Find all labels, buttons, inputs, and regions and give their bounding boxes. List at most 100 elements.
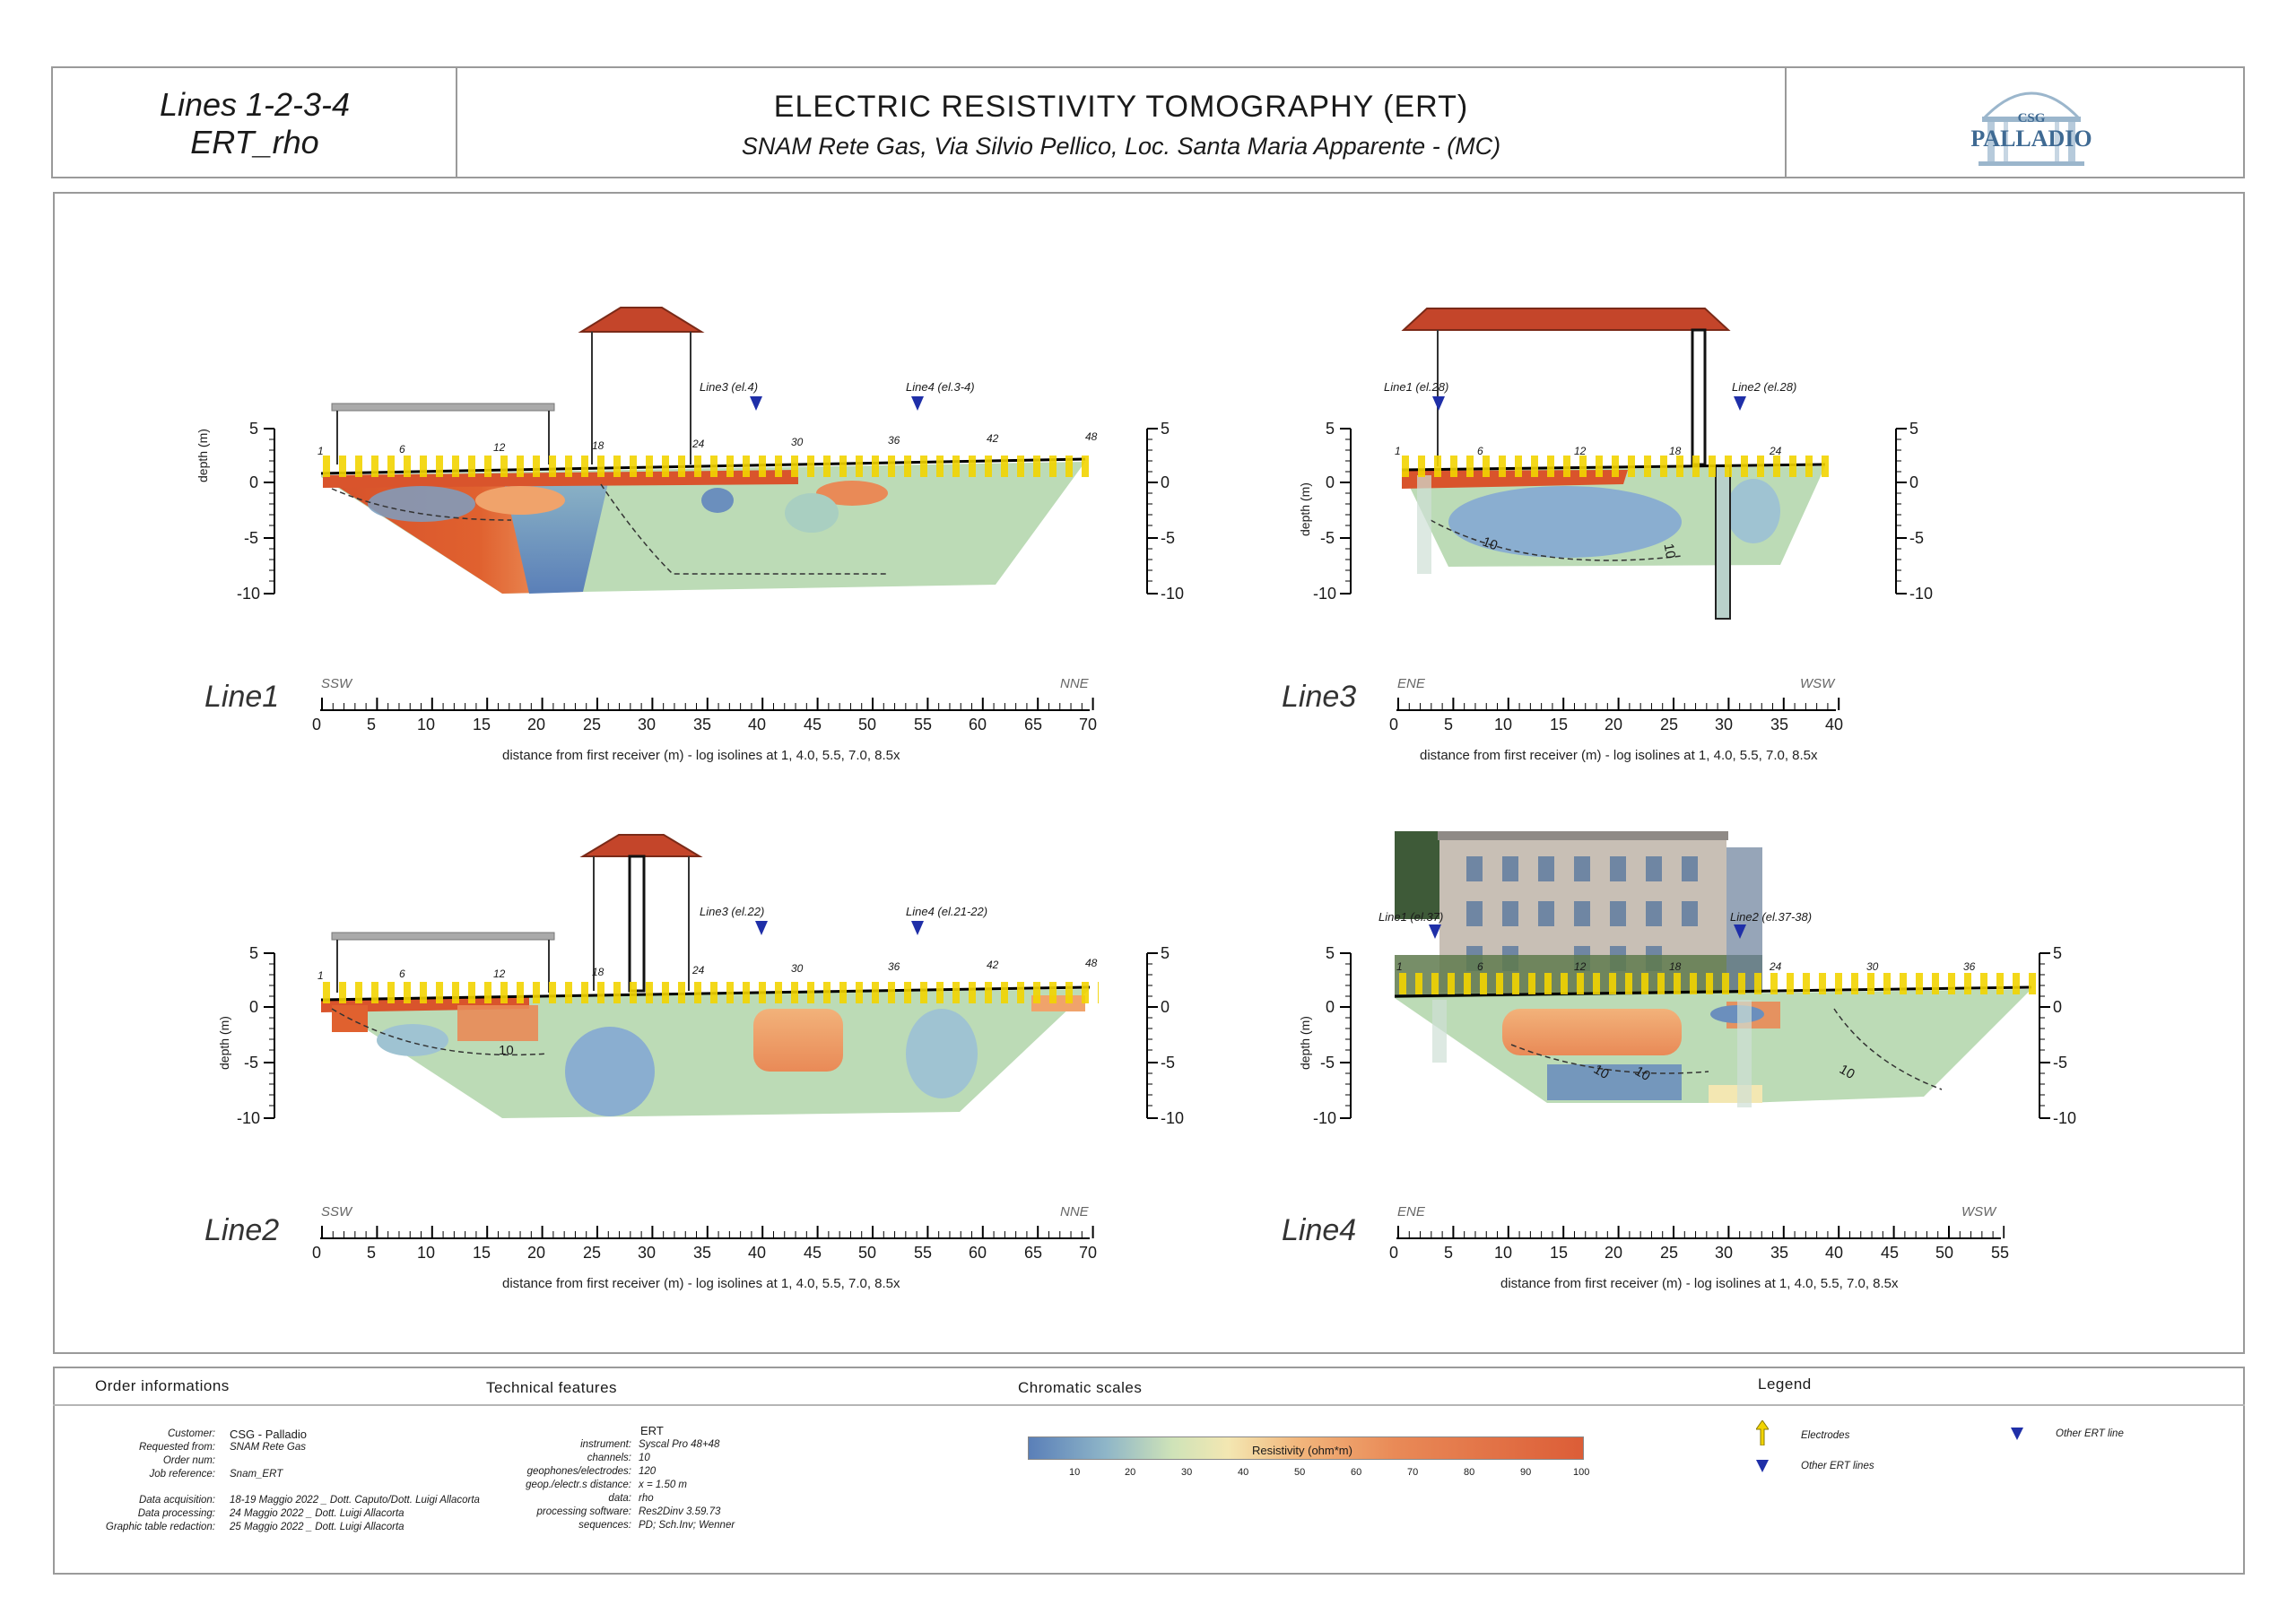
tech-key: instrument: bbox=[580, 1439, 631, 1450]
colorbar-tick: 100 bbox=[1573, 1467, 1590, 1478]
distance-tick: 5 bbox=[367, 1244, 377, 1262]
depth-tick-5: 5 bbox=[1326, 944, 1335, 962]
distance-tick: 20 bbox=[527, 1244, 546, 1262]
ert-marker-label: Line3 (el.22) bbox=[700, 905, 765, 918]
ert-line-icon bbox=[2011, 1428, 2023, 1440]
distance-tick: 0 bbox=[312, 1244, 322, 1262]
ert-marker-label: Line1 (el.37) bbox=[1378, 910, 1444, 924]
section-line2: depth (m) 5 0 -5 -10 5 0 -5 -10 bbox=[197, 829, 1202, 1296]
distance-ticks: 0 5 10 15 20 25 30 35 40 45 50 55 60 65 … bbox=[312, 1244, 1101, 1265]
ert-marker-icon bbox=[1429, 924, 1441, 939]
tech-key: geop./electr.s distance: bbox=[526, 1480, 631, 1490]
page-title: ELECTRIC RESISTIVITY TOMOGRAPHY (ERT) bbox=[773, 90, 1469, 124]
colorbar-tick: 70 bbox=[1407, 1467, 1419, 1478]
tech-key: data: bbox=[608, 1493, 631, 1504]
section-name: Line4 bbox=[1282, 1213, 1357, 1247]
distance-tick: 25 bbox=[583, 716, 602, 733]
distance-tick: 15 bbox=[473, 716, 491, 733]
electrode-label: 24 bbox=[692, 438, 705, 450]
right-tick-0: 0 bbox=[1161, 473, 1170, 491]
depth-tick-0: 0 bbox=[1326, 998, 1335, 1016]
tech-value: Res2Dinv 3.59.73 bbox=[639, 1506, 721, 1517]
depth-axis-left bbox=[264, 952, 275, 1119]
electrode-label: 6 bbox=[399, 443, 405, 456]
right-tick-m10: -10 bbox=[1161, 585, 1185, 603]
section-name: Line3 bbox=[1282, 680, 1357, 714]
order-value: 18-19 Maggio 2022 _ Dott. Caputo/Dott. L… bbox=[230, 1495, 480, 1506]
section-name: Line1 bbox=[204, 680, 280, 714]
electrode-label: 36 bbox=[1963, 960, 1976, 973]
electrode-label: 48 bbox=[1085, 957, 1098, 969]
colorbar-tick: 40 bbox=[1238, 1467, 1249, 1478]
electrode-label: 30 bbox=[791, 962, 804, 975]
electrode-label: 42 bbox=[987, 959, 999, 971]
colorbar-tick: 60 bbox=[1351, 1467, 1362, 1478]
depth-tick-5: 5 bbox=[249, 944, 259, 962]
depth-axis-left bbox=[264, 428, 275, 595]
scale-heading: Chromatic scales bbox=[1018, 1379, 1143, 1396]
tech-value: Syscal Pro 48+48 bbox=[639, 1439, 720, 1450]
distance-tick: 55 bbox=[1991, 1244, 2010, 1262]
tech-value: x = 1.50 m bbox=[639, 1480, 688, 1490]
header-frame bbox=[51, 66, 2245, 178]
distance-tick: 35 bbox=[1770, 716, 1789, 733]
direction-left: ENE bbox=[1397, 1204, 1425, 1219]
section-line3: depth (m) 5 0 -5 -10 5 0 -5 -10 bbox=[1278, 305, 2175, 771]
tech-value: 120 bbox=[639, 1466, 657, 1477]
direction-left: SSW bbox=[321, 1204, 352, 1219]
electrode-label: 30 bbox=[791, 436, 804, 448]
distance-tick: 0 bbox=[312, 716, 322, 733]
electrode-label: 12 bbox=[1574, 960, 1587, 973]
distance-tick: 50 bbox=[858, 716, 877, 733]
ert-marker-icon bbox=[911, 921, 924, 935]
distance-axis bbox=[320, 1226, 1094, 1239]
depth-tick-m10: -10 bbox=[1313, 585, 1337, 603]
distance-tick: 10 bbox=[417, 1244, 436, 1262]
electrode-label: 1 bbox=[317, 445, 324, 457]
legend-heading: Legend bbox=[1758, 1376, 1812, 1393]
right-tick-m10: -10 bbox=[1909, 585, 1934, 603]
depth-tick-5: 5 bbox=[1326, 420, 1335, 438]
electrode-arrow-icon bbox=[1756, 1420, 1769, 1445]
distance-caption: distance from first receiver (m) - log i… bbox=[502, 748, 900, 763]
ert-marker-label: Line4 (el.3-4) bbox=[906, 380, 975, 394]
colorbar-tick: 80 bbox=[1464, 1467, 1475, 1478]
header-divider-left bbox=[456, 66, 457, 178]
legend-other-ert-lines-label: Other ERT lines bbox=[1801, 1461, 1874, 1471]
ert-marker-icon bbox=[1432, 396, 1445, 411]
electrode-label: 12 bbox=[493, 968, 506, 980]
electrode-label: 12 bbox=[493, 441, 506, 454]
section-line1: depth (m) 5 0 -5 -10 5 0 -5 -10 bbox=[196, 305, 1202, 771]
depth-tick-0: 0 bbox=[249, 473, 259, 491]
colorbar-ticks: 10 20 30 40 50 60 70 80 90 100 bbox=[1028, 1467, 1602, 1481]
distance-tick: 5 bbox=[367, 716, 377, 733]
order-value: 25 Maggio 2022 _ Dott. Luigi Allacorta bbox=[230, 1522, 404, 1532]
distance-tick: 20 bbox=[1605, 1244, 1623, 1262]
ert-marker-icon bbox=[1734, 924, 1746, 939]
depth-axis-label: depth (m) bbox=[217, 1016, 231, 1070]
depth-axis-label: depth (m) bbox=[1298, 1016, 1312, 1070]
distance-tick: 45 bbox=[1881, 1244, 1900, 1262]
direction-right: NNE bbox=[1060, 676, 1089, 691]
distance-tick: 30 bbox=[1715, 1244, 1734, 1262]
sheet-type: ERT_rho bbox=[190, 124, 319, 161]
electrode-label: 1 bbox=[317, 969, 324, 982]
ert-marker-label: Line3 (el.4) bbox=[700, 380, 759, 394]
distance-tick: 30 bbox=[638, 716, 657, 733]
distance-tick: 40 bbox=[748, 716, 767, 733]
distance-tick: 70 bbox=[1079, 716, 1098, 733]
right-tick-0: 0 bbox=[2053, 998, 2063, 1016]
isoline-label: 10 bbox=[1660, 542, 1679, 560]
fence-icon bbox=[331, 403, 555, 412]
distance-caption: distance from first receiver (m) - log i… bbox=[1420, 748, 1818, 763]
distance-tick: 15 bbox=[1550, 1244, 1569, 1262]
order-heading: Order informations bbox=[95, 1377, 230, 1394]
logo-arch-icon bbox=[1979, 91, 2084, 166]
depth-tick-5: 5 bbox=[249, 420, 259, 438]
legend-other-ert-line-label: Other ERT line bbox=[2056, 1428, 2124, 1439]
right-tick-5: 5 bbox=[2053, 944, 2063, 962]
depth-tick-0: 0 bbox=[1326, 473, 1335, 491]
ert-marker-icon bbox=[755, 921, 768, 935]
right-tick-m5: -5 bbox=[1909, 529, 1925, 547]
sheet-lines: Lines 1-2-3-4 bbox=[159, 86, 351, 123]
